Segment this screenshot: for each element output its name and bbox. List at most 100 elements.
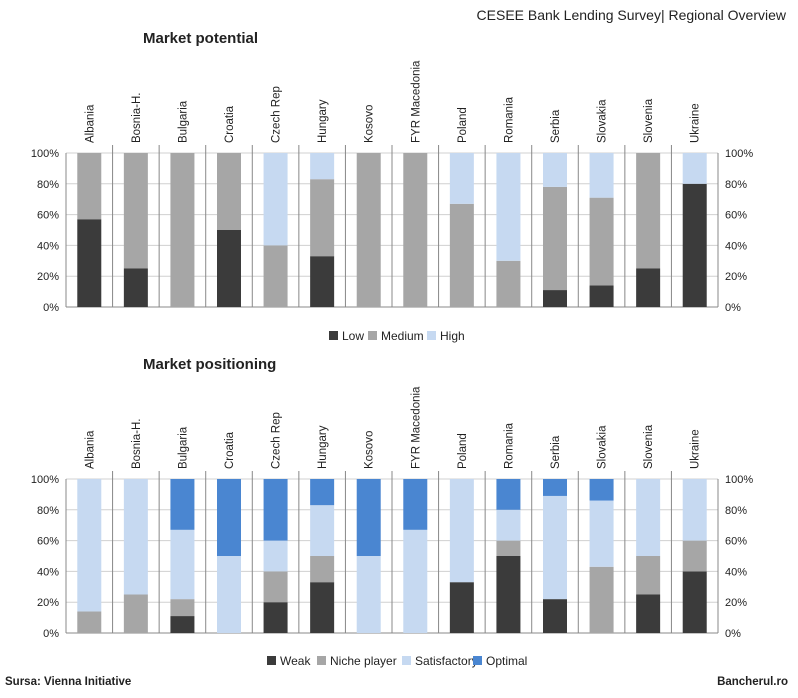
- bar-romania-niche-player: [496, 540, 521, 556]
- legend-label-weak: Weak: [280, 654, 311, 668]
- x-tick-label-albania: Albania: [84, 104, 96, 143]
- bar-slovakia-medium: [589, 197, 614, 286]
- legend-label-high: High: [440, 329, 465, 343]
- bar-slovenia-niche-player: [636, 556, 661, 595]
- x-tick-label-slovakia: Slovakia: [597, 99, 609, 143]
- y-tick-label-left: 80%: [37, 505, 59, 517]
- bar-slovenia-satisfactory: [636, 479, 661, 556]
- bar-bosnia-h-niche-player: [123, 594, 148, 633]
- bar-hungary-weak: [310, 582, 335, 633]
- legend-swatch-weak: [267, 656, 276, 665]
- bar-hungary-high: [310, 153, 335, 180]
- bar-ukraine-satisfactory: [682, 479, 707, 541]
- legend-label-satisfactory: Satisfactory: [415, 654, 478, 668]
- bar-ukraine-niche-player: [682, 540, 707, 572]
- y-tick-label-right: 0%: [725, 628, 741, 640]
- y-tick-label-left: 0%: [43, 302, 59, 314]
- bar-czech-rep-optimal: [263, 479, 288, 541]
- bar-czech-rep-satisfactory: [263, 540, 288, 572]
- chart-title-market-potential: Market potential: [143, 30, 259, 47]
- bar-slovakia-niche-player: [589, 566, 614, 633]
- y-tick-label-right: 60%: [725, 210, 747, 222]
- bar-hungary-niche-player: [310, 556, 335, 583]
- source-note: Sursa: Vienna Initiative: [5, 676, 132, 688]
- x-tick-label-hungary: Hungary: [317, 425, 329, 469]
- bar-fyr-macedonia-medium: [403, 153, 428, 307]
- bar-fyr-macedonia-optimal: [403, 479, 428, 530]
- bar-slovenia-weak: [636, 594, 661, 633]
- x-tick-label-slovenia: Slovenia: [643, 424, 655, 469]
- y-tick-label-right: 80%: [725, 505, 747, 517]
- bar-ukraine-low: [682, 183, 707, 307]
- bar-slovakia-satisfactory: [589, 500, 614, 567]
- y-tick-label-right: 20%: [725, 597, 747, 609]
- y-tick-label-left: 0%: [43, 628, 59, 640]
- x-tick-label-romania: Romania: [503, 422, 515, 469]
- legend-label-low: Low: [342, 329, 364, 343]
- bar-bulgaria-niche-player: [170, 599, 195, 617]
- y-tick-label-right: 20%: [725, 271, 747, 283]
- x-tick-label-czech-rep: Czech Rep: [271, 412, 283, 469]
- legend-swatch-optimal: [473, 656, 482, 665]
- x-tick-label-serbia: Serbia: [550, 435, 562, 469]
- bar-romania-optimal: [496, 479, 521, 510]
- x-tick-label-kosovo: Kosovo: [364, 431, 376, 469]
- x-tick-label-slovenia: Slovenia: [643, 98, 655, 143]
- x-tick-label-hungary: Hungary: [317, 99, 329, 143]
- bar-fyr-macedonia-satisfactory: [403, 529, 428, 633]
- x-tick-label-fyr-macedonia: FYR Macedonia: [410, 386, 422, 469]
- x-tick-label-poland: Poland: [457, 107, 469, 143]
- bar-kosovo-medium: [356, 153, 381, 307]
- bar-croatia-optimal: [217, 479, 241, 556]
- bar-czech-rep-medium: [263, 245, 288, 307]
- y-tick-label-right: 40%: [725, 240, 747, 252]
- bar-croatia-low: [217, 230, 241, 307]
- legend-label-medium: Medium: [381, 329, 424, 343]
- x-tick-label-poland: Poland: [457, 433, 469, 469]
- legend-swatch-niche-player: [317, 656, 326, 665]
- x-tick-label-czech-rep: Czech Rep: [271, 86, 283, 143]
- y-tick-label-left: 60%: [37, 210, 59, 222]
- y-tick-label-left: 20%: [37, 597, 59, 609]
- bar-croatia-satisfactory: [217, 556, 241, 633]
- chart-title-market-positioning: Market positioning: [143, 356, 277, 373]
- y-tick-label-right: 80%: [725, 179, 747, 191]
- bar-hungary-optimal: [310, 479, 335, 506]
- bar-albania-niche-player: [77, 611, 102, 633]
- brand-label: Bancherul.ro: [717, 676, 788, 688]
- bar-bulgaria-optimal: [170, 479, 195, 530]
- bar-slovakia-low: [589, 285, 614, 307]
- x-tick-label-ukraine: Ukraine: [690, 429, 702, 469]
- x-tick-label-croatia: Croatia: [224, 105, 236, 143]
- x-tick-label-croatia: Croatia: [224, 431, 236, 469]
- y-tick-label-left: 20%: [37, 271, 59, 283]
- y-tick-label-left: 100%: [31, 148, 59, 160]
- bar-serbia-optimal: [543, 479, 567, 496]
- bar-slovenia-low: [636, 268, 661, 307]
- x-tick-label-bulgaria: Bulgaria: [177, 100, 189, 143]
- bar-poland-high: [449, 153, 474, 204]
- bar-poland-medium: [449, 203, 474, 307]
- bar-romania-weak: [496, 556, 521, 633]
- bar-bosnia-h-low: [123, 268, 148, 307]
- report-header: CESEE Bank Lending Survey| Regional Over…: [476, 7, 786, 23]
- bar-bosnia-h-satisfactory: [123, 479, 148, 595]
- bar-romania-satisfactory: [496, 509, 521, 541]
- x-tick-label-fyr-macedonia: FYR Macedonia: [410, 60, 422, 143]
- bar-slovakia-high: [589, 153, 614, 198]
- y-tick-label-right: 0%: [725, 302, 741, 314]
- bar-ukraine-high: [682, 153, 707, 184]
- bar-albania-satisfactory: [77, 479, 102, 612]
- bar-czech-rep-niche-player: [263, 571, 288, 603]
- y-tick-label-left: 40%: [37, 240, 59, 252]
- x-tick-label-slovakia: Slovakia: [597, 425, 609, 469]
- bar-hungary-low: [310, 256, 335, 307]
- bar-hungary-medium: [310, 179, 335, 257]
- legend-label-optimal: Optimal: [486, 654, 527, 668]
- bar-albania-low: [77, 219, 102, 307]
- bar-bosnia-h-medium: [123, 153, 148, 269]
- x-tick-label-bosnia-h: Bosnia-H.: [131, 93, 143, 144]
- bar-bulgaria-satisfactory: [170, 529, 195, 600]
- bar-czech-rep-weak: [263, 602, 288, 633]
